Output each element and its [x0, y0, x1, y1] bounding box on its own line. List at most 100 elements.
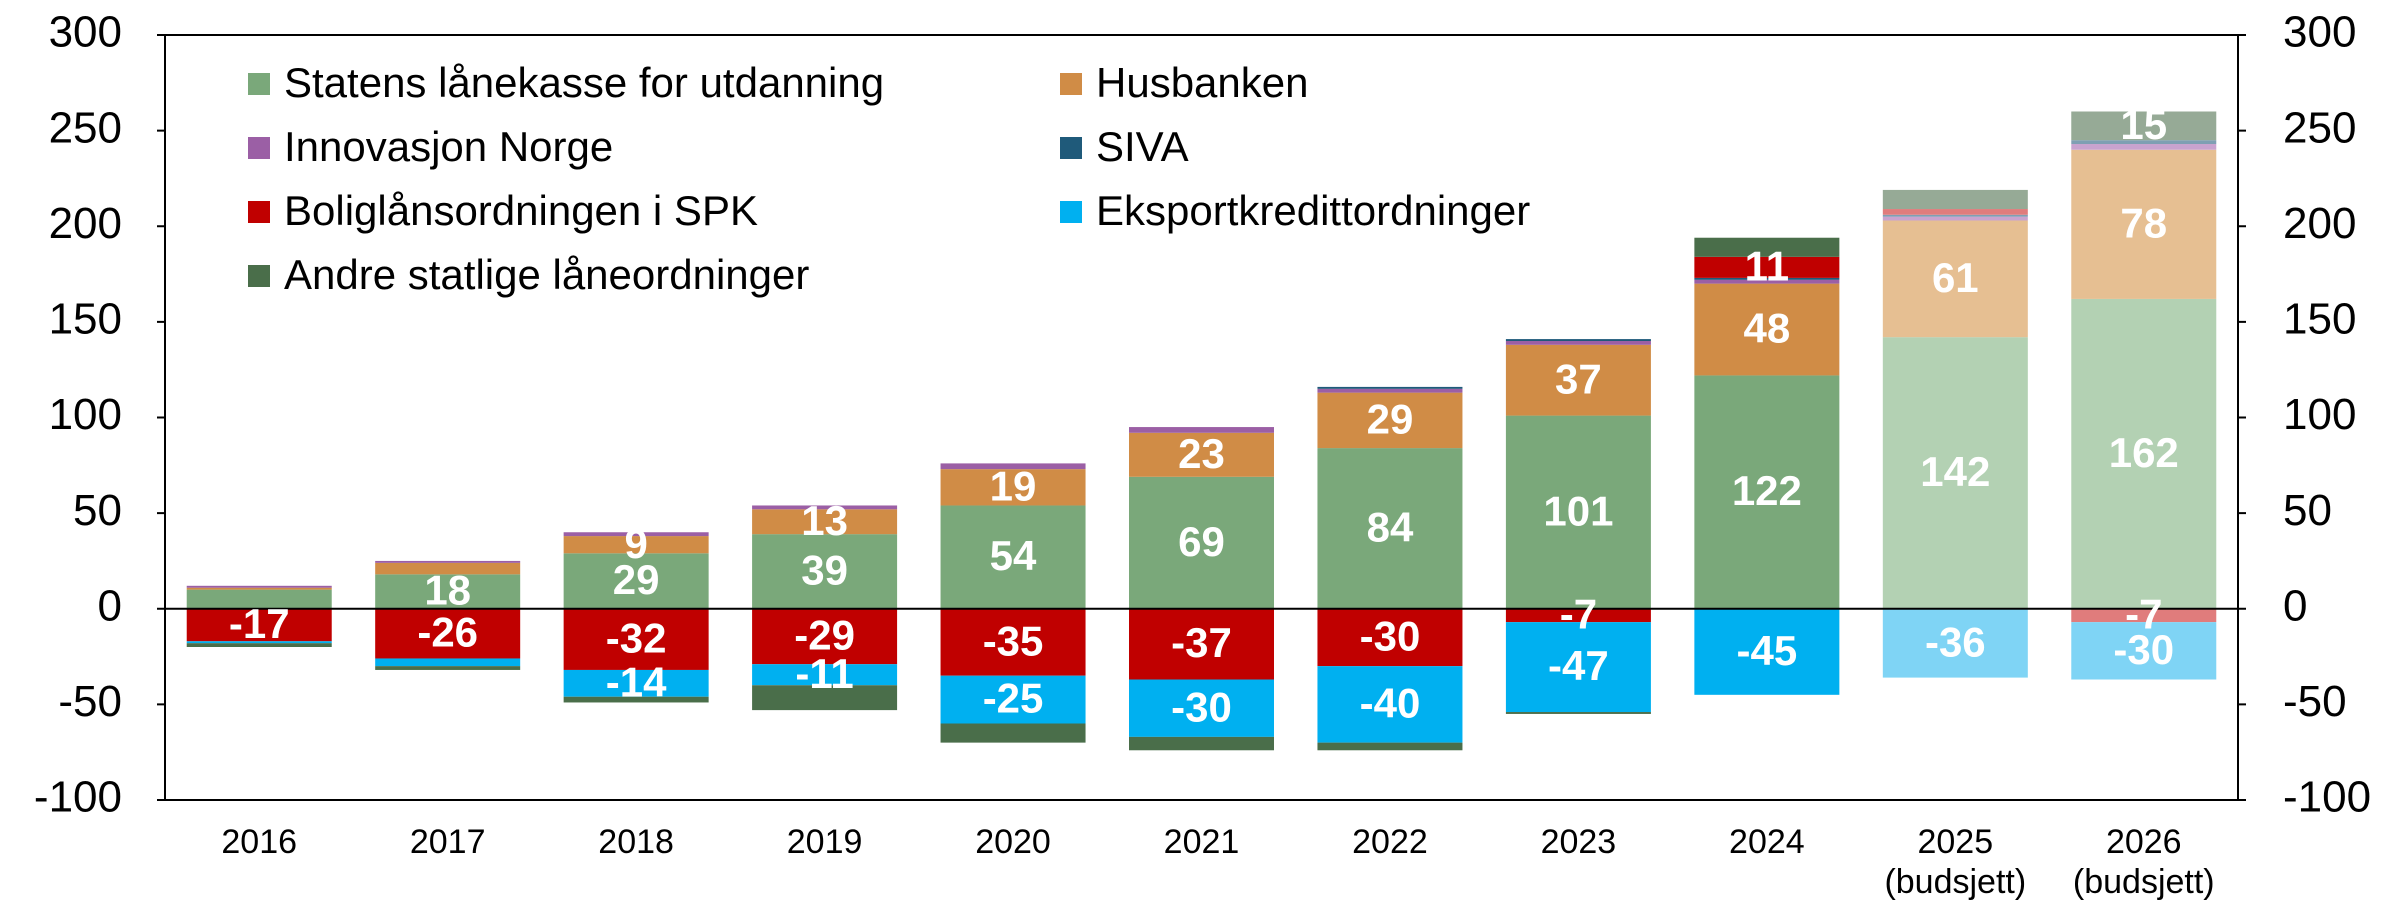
legend-label: Husbanken	[1096, 59, 1308, 106]
y-tick-label: 0	[98, 581, 122, 630]
y2-tick-label: 200	[2283, 199, 2356, 248]
legend-swatch	[248, 73, 270, 95]
bar-segment	[940, 505, 1086, 609]
y-tick-label: 300	[49, 8, 122, 57]
y2-tick-label: 100	[2283, 390, 2356, 439]
bar-segment	[752, 509, 898, 535]
legend-label: Innovasjon Norge	[284, 123, 613, 170]
bar-segment	[940, 675, 1086, 724]
data-label: -30	[1360, 613, 1421, 660]
bar-segment	[563, 608, 709, 670]
bar-segment	[563, 696, 709, 703]
data-label: 78	[2120, 199, 2167, 246]
x-tick-label: 2025 (budsjett)	[1884, 823, 2027, 901]
bar-segment	[2071, 111, 2217, 141]
bar-segment	[1505, 712, 1651, 714]
y2-tick-label: 0	[2283, 581, 2307, 630]
bar-segment	[375, 658, 521, 667]
y-tick-label: 50	[73, 486, 122, 535]
bar-segment	[752, 505, 898, 510]
data-label: -11	[795, 650, 853, 697]
data-label: -26	[417, 609, 478, 656]
data-label: -47	[1548, 642, 1609, 689]
bar-segment	[1129, 427, 1274, 433]
y2-tick-label: 150	[2283, 295, 2356, 344]
bar-segment	[186, 587, 332, 590]
bar-segment	[1694, 279, 1840, 284]
x-tick-label: 2023	[1540, 823, 1617, 861]
data-label: 101	[1543, 487, 1613, 534]
bar-segment	[186, 585, 332, 588]
bar-segment	[375, 562, 521, 575]
bar-segment	[2071, 608, 2217, 623]
data-label: 37	[1555, 355, 1602, 402]
bar-segment	[1317, 392, 1463, 449]
data-label: 18	[424, 567, 471, 614]
data-label: -40	[1360, 679, 1421, 726]
bar-segment	[1505, 608, 1651, 623]
bar-segment	[1317, 386, 1463, 389]
data-label: -17	[229, 600, 290, 647]
data-label: -29	[794, 612, 855, 659]
bar-segment	[563, 669, 709, 697]
bar-segment	[752, 608, 898, 665]
y-tick-label: 100	[49, 390, 122, 439]
y-tick-label: 150	[49, 295, 122, 344]
bar-segment	[1317, 608, 1463, 667]
data-label: -7	[1560, 591, 1597, 638]
bar-segment	[1694, 608, 1840, 695]
bar-segment	[1694, 277, 1840, 280]
data-label: 19	[990, 462, 1037, 509]
bar-segment	[563, 536, 709, 554]
bar-segment	[752, 685, 898, 711]
data-label: 13	[801, 497, 848, 544]
bar-segment	[563, 553, 709, 609]
data-label: 15	[2120, 101, 2167, 148]
bar-segment	[563, 532, 709, 537]
y2-tick-label: 50	[2283, 486, 2332, 535]
y2-tick-label: -100	[2283, 773, 2371, 822]
data-label: -25	[983, 675, 1044, 722]
bar-segment	[1129, 736, 1274, 751]
x-tick-label: 2022	[1352, 823, 1428, 861]
bar-segment	[2071, 622, 2217, 680]
bar-segment	[1694, 237, 1840, 257]
data-label: -37	[1171, 619, 1232, 666]
data-label: 69	[1178, 518, 1225, 565]
legend-swatch	[248, 265, 270, 287]
data-label: -32	[606, 614, 667, 661]
bar-segment	[186, 589, 332, 609]
x-tick-label: 2020	[975, 823, 1051, 861]
bar-segment	[1129, 608, 1274, 680]
legend-swatch	[1060, 73, 1082, 95]
bar-segment	[1882, 608, 2028, 678]
bar-segment	[375, 666, 521, 670]
x-tick-label: 2018	[598, 823, 674, 861]
legend-label: Andre statlige låneordninger	[284, 251, 809, 298]
data-label: 122	[1732, 467, 1802, 514]
bar-segment	[375, 574, 521, 609]
data-label: -45	[1737, 627, 1798, 674]
y-tick-label: 250	[49, 103, 122, 152]
bar-segment	[1694, 375, 1840, 609]
bar-segment	[186, 641, 332, 644]
bar-segment	[1505, 622, 1651, 713]
data-label: 23	[1178, 430, 1225, 477]
bar-segment	[1882, 189, 2028, 210]
x-tick-label: 2017	[409, 823, 486, 861]
x-tick-label: 2016	[221, 823, 298, 861]
data-label: 29	[1367, 395, 1414, 442]
x-tick-label: 2026 (budsjett)	[2072, 823, 2215, 901]
bar-segment	[1882, 209, 2028, 215]
bar-segment	[2071, 149, 2217, 299]
bar-segment	[2071, 298, 2217, 609]
bar-segment	[186, 643, 332, 647]
bar-segment	[1505, 339, 1651, 341]
data-label: 54	[990, 532, 1037, 579]
bar-segment	[1694, 256, 1840, 278]
bar-segment	[186, 608, 332, 642]
bar-segment	[1882, 214, 2028, 217]
y-tick-label: -50	[58, 677, 122, 726]
legend-swatch	[1060, 201, 1082, 223]
